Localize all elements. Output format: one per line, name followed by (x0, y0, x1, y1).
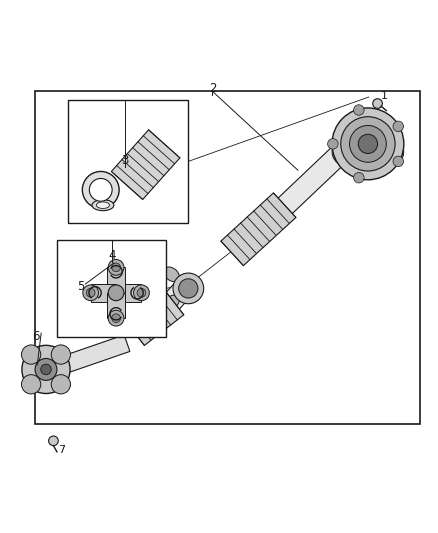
Circle shape (373, 99, 382, 108)
Circle shape (332, 108, 404, 180)
Circle shape (134, 285, 149, 301)
Circle shape (51, 375, 71, 394)
Circle shape (83, 285, 99, 301)
Ellipse shape (173, 273, 204, 304)
Bar (68, 100, 188, 223)
Text: 5: 5 (78, 280, 85, 293)
Ellipse shape (96, 202, 110, 208)
Bar (35, 91, 420, 424)
Polygon shape (221, 193, 296, 265)
Bar (57, 240, 166, 336)
Polygon shape (111, 130, 180, 199)
Circle shape (22, 345, 70, 393)
Circle shape (82, 172, 119, 208)
Text: 1: 1 (381, 91, 388, 101)
Circle shape (108, 285, 124, 301)
Circle shape (112, 263, 120, 272)
Circle shape (341, 117, 395, 171)
Circle shape (393, 121, 403, 132)
Text: 6: 6 (32, 330, 40, 343)
Ellipse shape (164, 267, 179, 281)
Ellipse shape (332, 145, 346, 164)
Ellipse shape (92, 200, 114, 211)
Text: 7: 7 (58, 446, 65, 456)
Polygon shape (107, 293, 125, 318)
Circle shape (393, 156, 403, 167)
Circle shape (350, 125, 386, 162)
Polygon shape (107, 268, 125, 293)
Circle shape (108, 260, 124, 275)
Circle shape (21, 345, 41, 364)
Ellipse shape (164, 295, 179, 310)
Polygon shape (91, 284, 116, 302)
Circle shape (86, 288, 95, 297)
Polygon shape (255, 136, 358, 235)
Text: 2: 2 (208, 82, 216, 95)
Polygon shape (60, 335, 130, 373)
Circle shape (112, 314, 120, 322)
Circle shape (358, 134, 378, 154)
Circle shape (108, 310, 124, 326)
Polygon shape (154, 281, 192, 320)
Circle shape (328, 139, 338, 149)
Circle shape (51, 345, 71, 364)
Circle shape (137, 288, 146, 297)
Circle shape (21, 375, 41, 394)
Text: 4: 4 (108, 249, 116, 262)
Circle shape (89, 179, 112, 201)
Polygon shape (116, 284, 141, 302)
Circle shape (41, 364, 51, 375)
Circle shape (353, 105, 364, 115)
Circle shape (35, 359, 57, 381)
Circle shape (179, 279, 198, 298)
Circle shape (49, 436, 58, 446)
Ellipse shape (390, 145, 404, 164)
Polygon shape (127, 293, 184, 345)
Circle shape (353, 173, 364, 183)
Text: 3: 3 (121, 154, 128, 167)
